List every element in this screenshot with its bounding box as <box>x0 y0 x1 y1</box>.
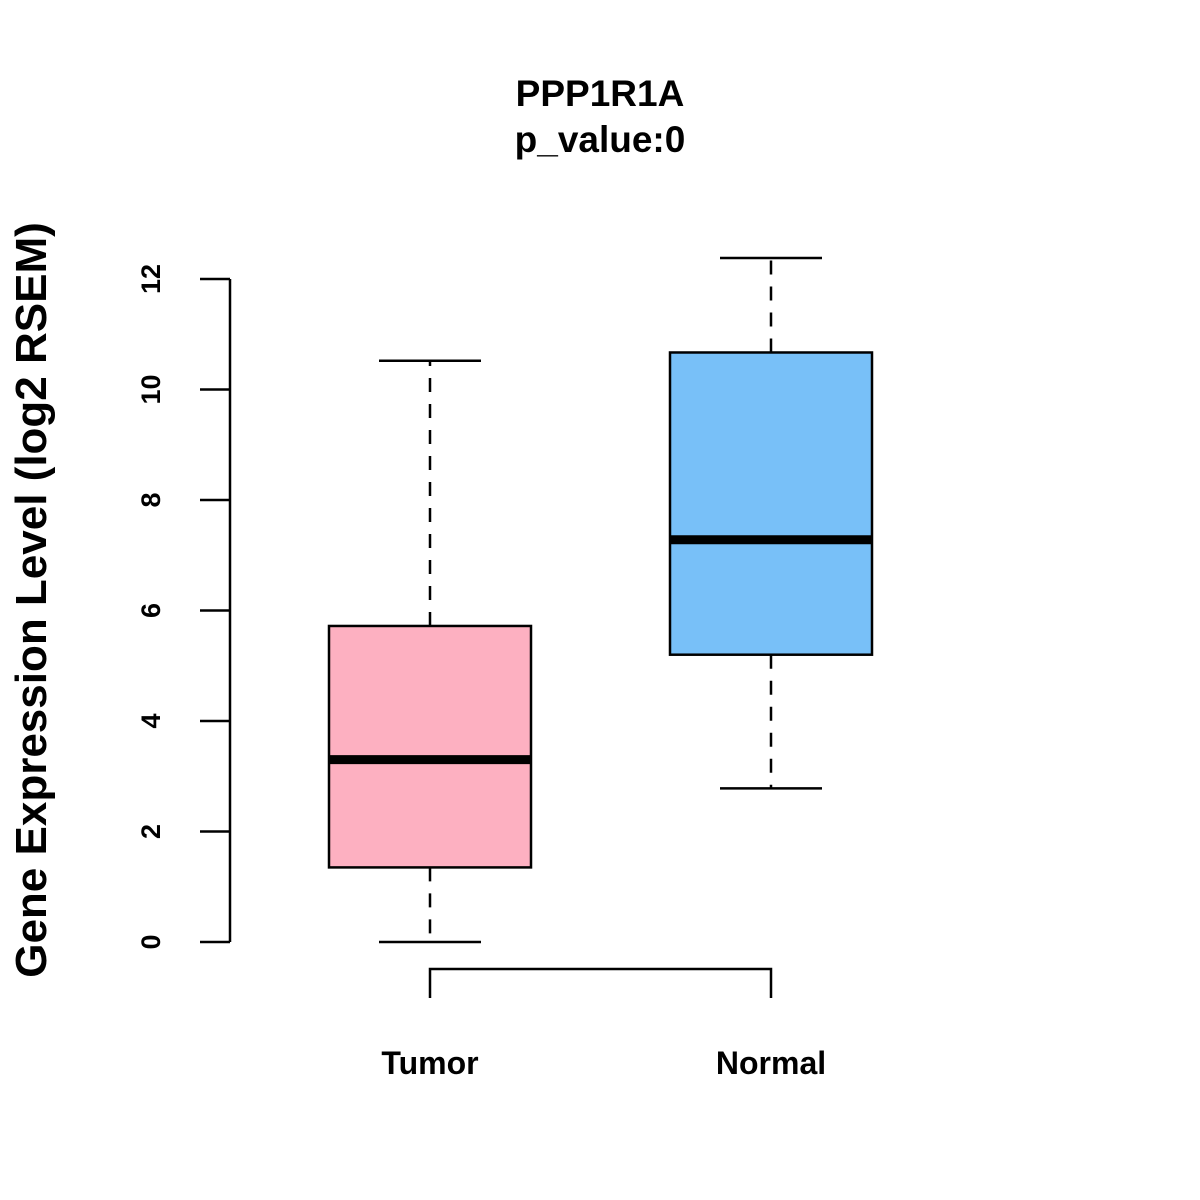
y-tick-label: 4 <box>136 713 166 728</box>
y-tick-label: 8 <box>136 492 166 507</box>
y-axis-label: Gene Expression Level (log2 RSEM) <box>7 222 56 978</box>
iqr-box <box>327 624 533 869</box>
boxes <box>327 256 874 944</box>
chart-subtitle: p_value:0 <box>515 119 686 160</box>
chart-title: PPP1R1A <box>516 73 685 114</box>
y-tick-label: 6 <box>136 603 166 618</box>
comparison-bracket <box>428 967 773 998</box>
x-axis-labels: Tumor Normal <box>381 1045 826 1081</box>
box-tumor <box>327 359 533 944</box>
y-tick-label: 12 <box>136 264 166 294</box>
bracket-line <box>428 967 773 998</box>
y-tick-label: 2 <box>136 824 166 839</box>
x-tick-label: Normal <box>716 1045 826 1081</box>
box-normal <box>668 256 874 790</box>
y-tick-label: 0 <box>136 934 166 949</box>
x-tick-label: Tumor <box>381 1045 478 1081</box>
iqr-box <box>668 351 874 656</box>
y-axis: 0 2 4 6 8 10 12 <box>136 264 232 950</box>
y-tick-label: 10 <box>136 374 166 404</box>
